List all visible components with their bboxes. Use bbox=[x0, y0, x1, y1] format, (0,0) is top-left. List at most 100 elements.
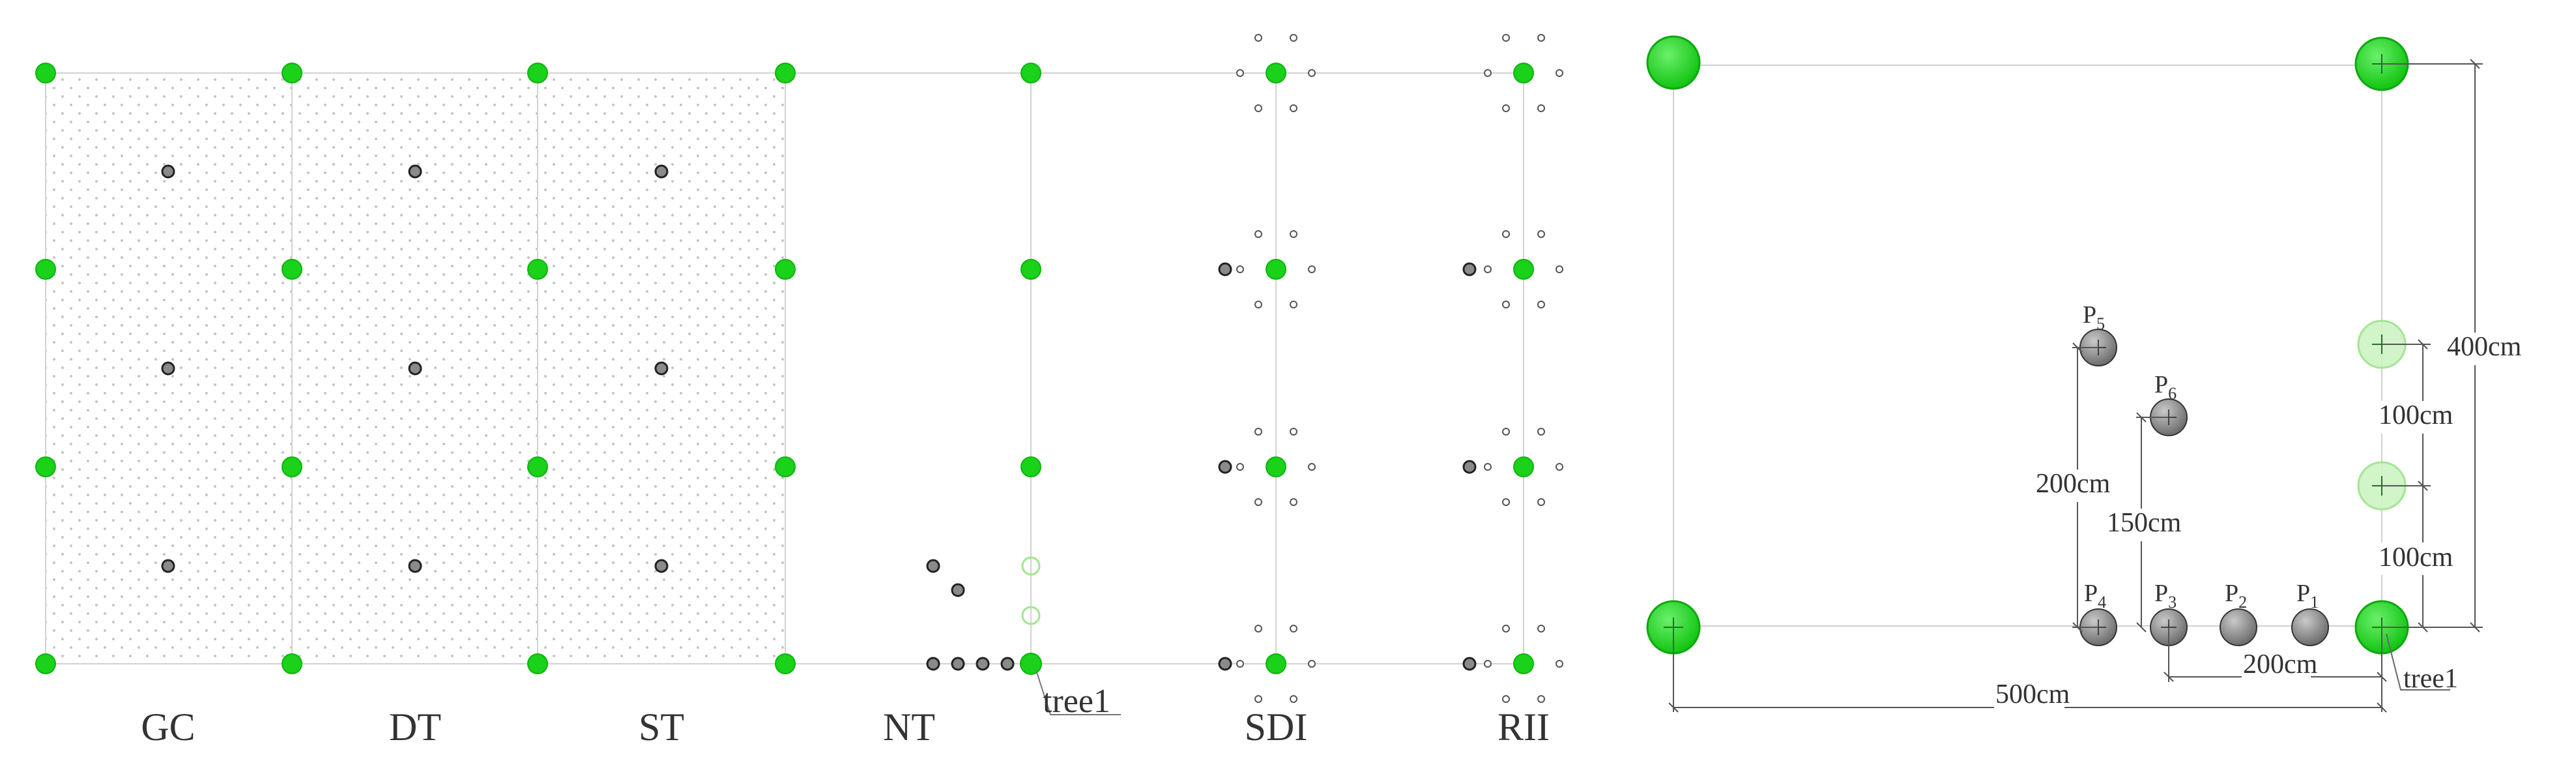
emitter-marker bbox=[1556, 70, 1563, 76]
sampling-point bbox=[162, 363, 174, 374]
sampling-point bbox=[1002, 658, 1013, 670]
tree-marker bbox=[1020, 653, 1041, 674]
tree-marker bbox=[528, 260, 547, 279]
point-label-p6: P6 bbox=[2154, 371, 2177, 403]
sampling-point bbox=[1464, 658, 1475, 670]
emitter-marker bbox=[1503, 301, 1509, 308]
sampling-point bbox=[409, 166, 421, 177]
treatment-label-nt: NT bbox=[883, 706, 935, 749]
tree1-label-right: tree1 bbox=[2403, 664, 2458, 694]
sampling-point bbox=[656, 166, 667, 177]
tree-marker bbox=[1021, 457, 1041, 477]
emitter-marker bbox=[1503, 499, 1509, 505]
sampling-point bbox=[409, 363, 421, 374]
emitter-marker bbox=[1290, 105, 1297, 112]
emitter-marker bbox=[1255, 301, 1262, 308]
tree-marker bbox=[36, 457, 55, 477]
tree-marker bbox=[36, 654, 55, 674]
emitter-marker bbox=[1255, 696, 1262, 702]
emitter-marker bbox=[1290, 35, 1297, 41]
tree-marker bbox=[1266, 457, 1286, 477]
large-tree-markers bbox=[1647, 37, 2408, 653]
tree-marker bbox=[36, 63, 55, 83]
dim-400cm: 400cm bbox=[2447, 332, 2522, 362]
emitter-marker bbox=[1255, 35, 1262, 41]
treatment-labels: GC DT ST NT SDI RII bbox=[141, 706, 1550, 749]
point-label-p5: P5 bbox=[2083, 301, 2105, 333]
sampling-point bbox=[656, 560, 667, 572]
emitter-marker bbox=[1538, 499, 1544, 505]
treatment-label-gc: GC bbox=[141, 706, 195, 749]
plot-layout-panel: tree1 GC DT ST NT SDI RII bbox=[36, 35, 1563, 749]
emitter-marker bbox=[1538, 231, 1544, 237]
frame-lines bbox=[1673, 65, 2382, 626]
tree-crosshairs bbox=[1664, 54, 2392, 637]
emitter-marker bbox=[1503, 625, 1509, 632]
emitter-marker bbox=[1484, 464, 1491, 470]
emitter-marker bbox=[1237, 70, 1243, 76]
sampling-point bbox=[162, 166, 174, 177]
emitter-marker bbox=[1255, 499, 1262, 505]
tree-marker bbox=[528, 63, 547, 83]
tree-marker bbox=[775, 63, 795, 83]
emitter-marker bbox=[1290, 428, 1297, 435]
dimension-ticks bbox=[1669, 59, 2480, 712]
point-p1 bbox=[2292, 609, 2328, 646]
emitter-marker bbox=[1290, 301, 1297, 308]
dimension-labels: 400cm 100cm 100cm 200cm 150cm 200cm 500c… bbox=[1994, 332, 2522, 713]
treatment-label-dt: DT bbox=[389, 706, 441, 749]
emitter-marker bbox=[1538, 301, 1544, 308]
emitter-marker bbox=[1556, 464, 1563, 470]
emitter-marker bbox=[1255, 625, 1262, 632]
sampling-point bbox=[1219, 263, 1231, 275]
emitter-marker bbox=[1503, 428, 1509, 435]
tree-marker bbox=[1514, 260, 1533, 279]
tree-marker bbox=[282, 63, 302, 83]
emitter-marker bbox=[1538, 35, 1544, 41]
sampling-point bbox=[409, 560, 421, 572]
tree-marker bbox=[1514, 457, 1533, 477]
sampling-point bbox=[162, 560, 174, 572]
tree-marker bbox=[282, 260, 302, 279]
treatment-label-st: ST bbox=[639, 706, 684, 749]
treatment-label-rii: RII bbox=[1498, 706, 1550, 749]
emitter-marker bbox=[1255, 231, 1262, 237]
emitter-marker bbox=[1290, 499, 1297, 505]
sampling-balls bbox=[2080, 329, 2328, 646]
emitter-marker bbox=[1309, 661, 1315, 667]
emitter-marker bbox=[1503, 696, 1509, 702]
emitter-markers bbox=[1237, 35, 1563, 702]
emitter-marker bbox=[1309, 266, 1315, 273]
point-p2 bbox=[2220, 609, 2257, 646]
emitter-marker bbox=[1538, 625, 1544, 632]
point-label-p3: P3 bbox=[2154, 580, 2177, 612]
tree-marker bbox=[282, 654, 302, 674]
point-label-p1: P1 bbox=[2296, 580, 2319, 612]
tree-marker bbox=[1021, 63, 1041, 83]
dim-150cm-p6: 150cm bbox=[2107, 508, 2182, 538]
emitter-marker bbox=[1538, 428, 1544, 435]
emitter-marker bbox=[1237, 661, 1243, 667]
point-label-p4: P4 bbox=[2084, 580, 2106, 612]
point-labels: P5 P6 P4 P3 P2 P1 bbox=[2083, 301, 2319, 612]
sampling-point bbox=[927, 560, 939, 572]
dim-500cm-horizontal: 500cm bbox=[1995, 679, 2070, 709]
sampling-point bbox=[1219, 461, 1231, 473]
sampling-point bbox=[656, 363, 667, 374]
tree-marker bbox=[775, 457, 795, 477]
sampling-point bbox=[1464, 263, 1475, 275]
dim-200cm-p5: 200cm bbox=[2036, 469, 2111, 499]
sampling-point bbox=[1219, 658, 1231, 670]
emitter-marker bbox=[1290, 696, 1297, 702]
dim-200cm-horizontal: 200cm bbox=[2243, 649, 2318, 679]
tree-marker bbox=[1514, 654, 1533, 674]
emitter-marker bbox=[1503, 105, 1509, 112]
tree1-callout-left: tree1 bbox=[1036, 670, 1121, 720]
tree-marker bbox=[1266, 260, 1286, 279]
tree1-label: tree1 bbox=[1043, 683, 1110, 720]
emitter-marker bbox=[1237, 464, 1243, 470]
emitter-marker bbox=[1255, 428, 1262, 435]
tree-marker bbox=[528, 457, 547, 477]
emitter-marker bbox=[1556, 661, 1563, 667]
